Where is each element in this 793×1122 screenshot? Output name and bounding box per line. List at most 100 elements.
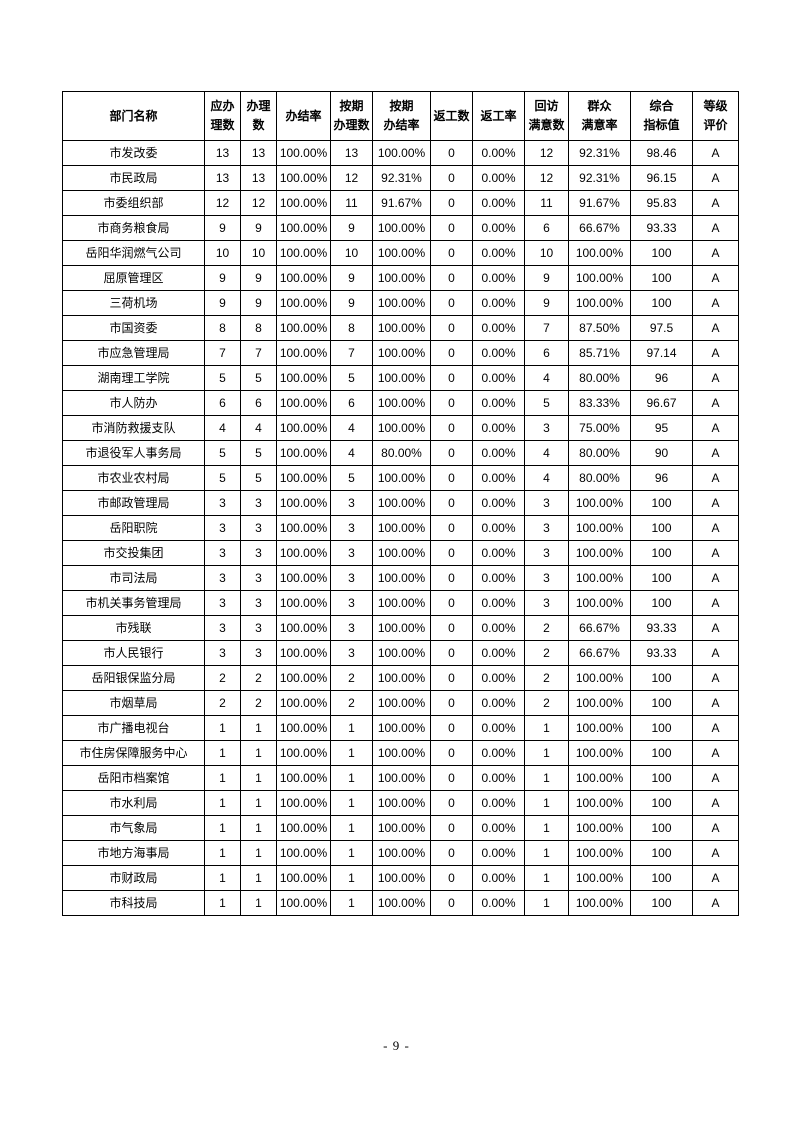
- value-cell: 100: [630, 665, 693, 691]
- value-cell: 0: [430, 390, 473, 416]
- page-number: - 9 -: [383, 1038, 410, 1053]
- table-row: 市科技局 1 1 100.00% 1 100.00% 0 0.00% 1 100.00% 100 A: [62, 890, 739, 916]
- value-cell: 1: [330, 815, 373, 841]
- value-cell: 12: [240, 190, 277, 216]
- value-cell: 13: [240, 165, 277, 191]
- value-cell: 1: [240, 840, 277, 866]
- value-cell: A: [692, 490, 739, 516]
- value-cell: 100.00%: [372, 390, 431, 416]
- department-name-cell: 市消防救援支队: [62, 415, 205, 441]
- department-name-cell: 市邮政管理局: [62, 490, 205, 516]
- value-cell: 12: [204, 190, 241, 216]
- value-cell: 1: [330, 765, 373, 791]
- value-cell: 4: [240, 415, 277, 441]
- value-cell: 0.00%: [472, 515, 525, 541]
- value-cell: 0.00%: [472, 890, 525, 916]
- value-cell: 100.00%: [568, 765, 631, 791]
- value-cell: 0: [430, 765, 473, 791]
- value-cell: 100: [630, 515, 693, 541]
- table-row: 市委组织部 12 12 100.00% 11 91.67% 0 0.00% 11 91.67% 95…: [62, 190, 739, 216]
- value-cell: 4: [330, 440, 373, 466]
- value-cell: 8: [330, 315, 373, 341]
- value-cell: 100.00%: [276, 765, 331, 791]
- table-row: 市发改委 13 13 100.00% 13 100.00% 0 0.00% 12 92.31% 98…: [62, 140, 739, 166]
- value-cell: 100: [630, 865, 693, 891]
- value-cell: 1: [240, 865, 277, 891]
- table-row: 三荷机场 9 9 100.00% 9 100.00% 0 0.00% 9 100.00% 100 A: [62, 290, 739, 316]
- value-cell: 91.67%: [568, 190, 631, 216]
- value-cell: 1: [524, 840, 569, 866]
- department-name-cell: 岳阳市档案馆: [62, 765, 205, 791]
- value-cell: 100.00%: [276, 240, 331, 266]
- value-cell: 2: [204, 690, 241, 716]
- table-row: 岳阳职院 3 3 100.00% 3 100.00% 0 0.00% 3 100.00% 100 A: [62, 515, 739, 541]
- value-cell: 2: [240, 665, 277, 691]
- value-cell: 100: [630, 765, 693, 791]
- value-cell: 5: [330, 465, 373, 491]
- column-header-4: 办结率: [276, 91, 331, 141]
- value-cell: 100: [630, 265, 693, 291]
- value-cell: 100.00%: [568, 515, 631, 541]
- value-cell: 0: [430, 565, 473, 591]
- value-cell: 0.00%: [472, 415, 525, 441]
- value-cell: 1: [330, 790, 373, 816]
- value-cell: 100.00%: [276, 890, 331, 916]
- value-cell: 1: [524, 715, 569, 741]
- value-cell: A: [692, 165, 739, 191]
- value-cell: 3: [524, 515, 569, 541]
- value-cell: 100.00%: [372, 890, 431, 916]
- department-name-cell: 市委组织部: [62, 190, 205, 216]
- department-name-cell: 市司法局: [62, 565, 205, 591]
- value-cell: 3: [240, 490, 277, 516]
- column-header-10: 群众 满意率: [568, 91, 631, 141]
- value-cell: 0.00%: [472, 715, 525, 741]
- table-row: 岳阳华润燃气公司 10 10 100.00% 10 100.00% 0 0.00% 10 100.…: [62, 240, 739, 266]
- value-cell: 100.00%: [372, 315, 431, 341]
- value-cell: 100.00%: [372, 215, 431, 241]
- value-cell: 3: [240, 615, 277, 641]
- value-cell: A: [692, 565, 739, 591]
- value-cell: 0: [430, 865, 473, 891]
- value-cell: A: [692, 140, 739, 166]
- value-cell: 9: [240, 215, 277, 241]
- value-cell: 1: [330, 715, 373, 741]
- table-row: 市人防办 6 6 100.00% 6 100.00% 0 0.00% 5 83.33% 96.67 A: [62, 390, 739, 416]
- value-cell: A: [692, 315, 739, 341]
- value-cell: 0: [430, 415, 473, 441]
- value-cell: 9: [330, 290, 373, 316]
- value-cell: 1: [524, 865, 569, 891]
- column-header-2: 应办 理数: [204, 91, 241, 141]
- value-cell: 1: [524, 890, 569, 916]
- department-name-cell: 市财政局: [62, 865, 205, 891]
- value-cell: 100.00%: [372, 815, 431, 841]
- value-cell: 3: [524, 590, 569, 616]
- table-row: 市农业农村局 5 5 100.00% 5 100.00% 0 0.00% 4 80.00% 96 A: [62, 465, 739, 491]
- value-cell: 2: [240, 690, 277, 716]
- value-cell: A: [692, 665, 739, 691]
- column-header-3: 办理 数: [240, 91, 277, 141]
- department-performance-table: 部门名称 应办 理数 办理 数办结率 按期 办理数 按期 办结率 返工数 返工率 回访 满意数…: [62, 91, 739, 916]
- value-cell: 100.00%: [276, 340, 331, 366]
- column-header-8: 返工率: [472, 91, 525, 141]
- department-name-cell: 市发改委: [62, 140, 205, 166]
- table-row: 市应急管理局 7 7 100.00% 7 100.00% 0 0.00% 6 85.71% 97.1…: [62, 340, 739, 366]
- value-cell: 5: [240, 440, 277, 466]
- value-cell: A: [692, 815, 739, 841]
- value-cell: 100: [630, 715, 693, 741]
- value-cell: 3: [524, 540, 569, 566]
- table-row: 市地方海事局 1 1 100.00% 1 100.00% 0 0.00% 1 100.00% 100…: [62, 840, 739, 866]
- value-cell: 0: [430, 140, 473, 166]
- value-cell: 9: [204, 290, 241, 316]
- value-cell: 1: [524, 815, 569, 841]
- value-cell: 100.00%: [568, 240, 631, 266]
- value-cell: 0: [430, 290, 473, 316]
- value-cell: 80.00%: [568, 365, 631, 391]
- value-cell: 0.00%: [472, 240, 525, 266]
- value-cell: 100: [630, 790, 693, 816]
- value-cell: 0: [430, 690, 473, 716]
- value-cell: A: [692, 765, 739, 791]
- value-cell: 80.00%: [568, 465, 631, 491]
- value-cell: 3: [240, 515, 277, 541]
- value-cell: 9: [240, 265, 277, 291]
- value-cell: 0: [430, 190, 473, 216]
